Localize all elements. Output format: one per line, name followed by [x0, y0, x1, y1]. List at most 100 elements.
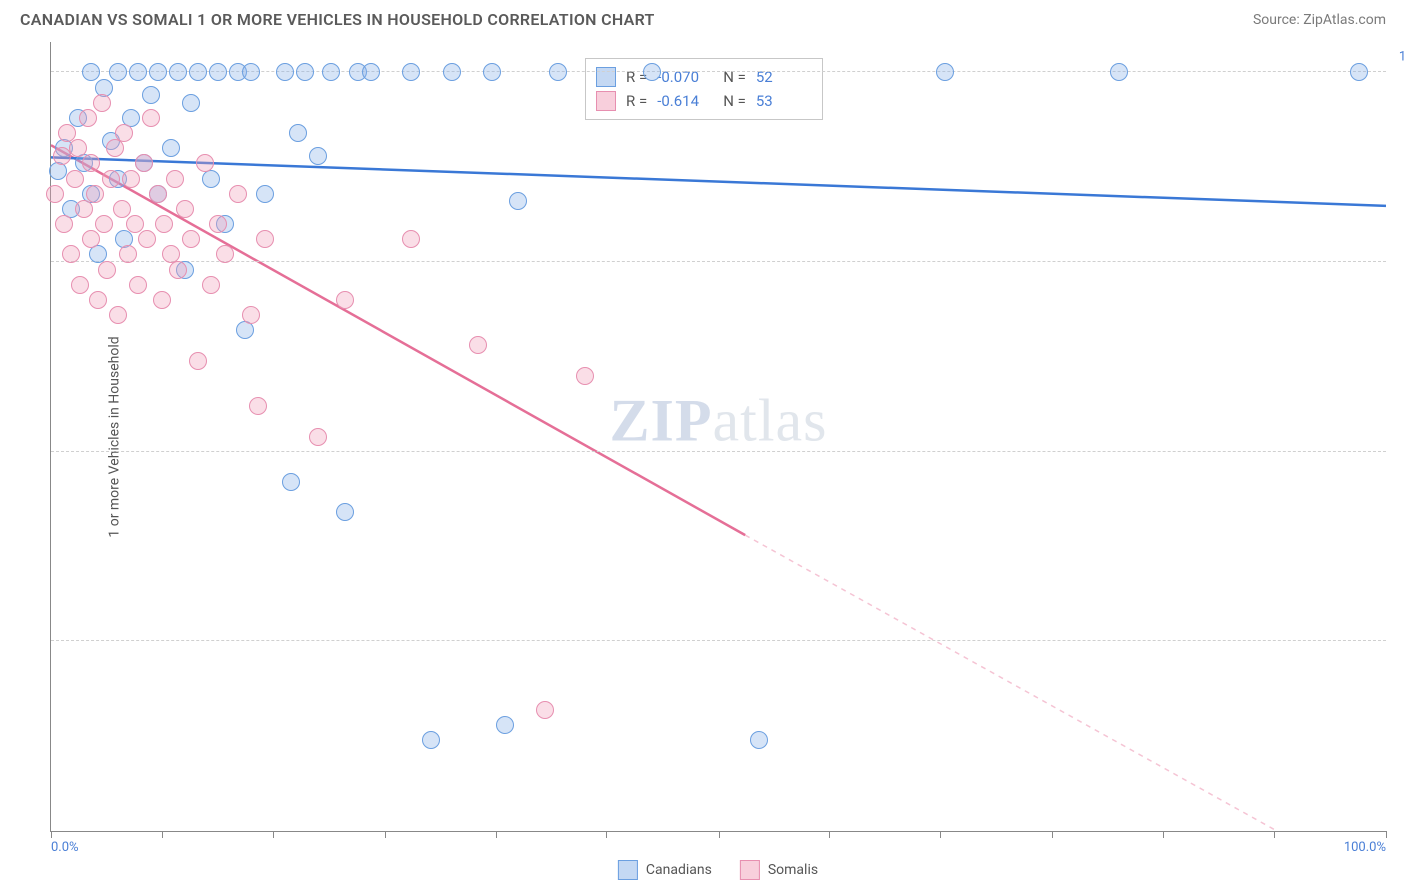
- watermark-bold: ZIP: [610, 387, 713, 453]
- data-point: [422, 731, 440, 749]
- stat-n-label: N =: [723, 65, 746, 89]
- data-point: [936, 63, 954, 81]
- data-point: [296, 63, 314, 81]
- legend-label: Canadians: [646, 862, 712, 878]
- data-point: [113, 200, 131, 218]
- y-tick-label: 100.0%: [1399, 50, 1406, 65]
- x-tick: [829, 831, 830, 838]
- legend-swatch: [740, 860, 760, 880]
- stat-n-label: N =: [723, 89, 746, 113]
- data-point: [576, 367, 594, 385]
- x-tick: [1052, 831, 1053, 838]
- legend-swatch: [618, 860, 638, 880]
- data-point: [46, 185, 64, 203]
- data-point: [82, 63, 100, 81]
- watermark: ZIPatlas: [610, 386, 828, 455]
- data-point: [102, 170, 120, 188]
- data-point: [496, 716, 514, 734]
- data-point: [82, 230, 100, 248]
- x-tick: [51, 831, 52, 838]
- data-point: [643, 63, 661, 81]
- data-point: [242, 63, 260, 81]
- data-point: [549, 63, 567, 81]
- gridline-h: [51, 640, 1386, 641]
- plot-area: ZIPatlas R =-0.070N =52R =-0.614N =53 62…: [50, 42, 1386, 832]
- data-point: [322, 63, 340, 81]
- data-point: [166, 170, 184, 188]
- data-point: [55, 215, 73, 233]
- legend-item: Somalis: [740, 860, 818, 880]
- data-point: [149, 185, 167, 203]
- data-point: [189, 352, 207, 370]
- data-point: [182, 94, 200, 112]
- stats-row: R =-0.070N =52: [596, 65, 812, 89]
- data-point: [122, 170, 140, 188]
- data-point: [249, 397, 267, 415]
- data-point: [95, 215, 113, 233]
- data-point: [289, 124, 307, 142]
- data-point: [66, 170, 84, 188]
- data-point: [49, 162, 67, 180]
- data-point: [149, 63, 167, 81]
- x-tick: [385, 831, 386, 838]
- x-tick: [273, 831, 274, 838]
- data-point: [155, 215, 173, 233]
- data-point: [153, 291, 171, 309]
- data-point: [129, 276, 147, 294]
- stat-n-value: 53: [756, 89, 812, 113]
- data-point: [509, 192, 527, 210]
- x-tick: [719, 831, 720, 838]
- stats-legend: R =-0.070N =52R =-0.614N =53: [585, 58, 823, 120]
- data-point: [119, 245, 137, 263]
- data-point: [126, 215, 144, 233]
- data-point: [162, 139, 180, 157]
- data-point: [169, 261, 187, 279]
- data-point: [71, 276, 89, 294]
- data-point: [196, 154, 214, 172]
- data-point: [1110, 63, 1128, 81]
- data-point: [129, 63, 147, 81]
- data-point: [282, 473, 300, 491]
- data-point: [169, 63, 187, 81]
- stat-n-value: 52: [756, 65, 812, 89]
- data-point: [209, 63, 227, 81]
- data-point: [443, 63, 461, 81]
- legend-swatch: [596, 91, 616, 111]
- data-point: [189, 63, 207, 81]
- chart-title: CANADIAN VS SOMALI 1 OR MORE VEHICLES IN…: [20, 10, 655, 29]
- watermark-rest: atlas: [713, 387, 828, 453]
- data-point: [209, 215, 227, 233]
- data-point: [469, 336, 487, 354]
- legend-item: Canadians: [618, 860, 712, 880]
- chart-container: 1 or more Vehicles in Household ZIPatlas…: [50, 42, 1386, 832]
- data-point: [86, 185, 104, 203]
- data-point: [256, 185, 274, 203]
- x-tick-label: 100.0%: [1344, 840, 1386, 855]
- data-point: [229, 185, 247, 203]
- stats-row: R =-0.614N =53: [596, 89, 812, 113]
- data-point: [402, 230, 420, 248]
- gridline-h: [51, 261, 1386, 262]
- x-tick: [940, 831, 941, 838]
- data-point: [176, 200, 194, 218]
- legend-swatch: [596, 67, 616, 87]
- data-point: [336, 503, 354, 521]
- trend-lines-svg: [51, 42, 1386, 831]
- data-point: [93, 94, 111, 112]
- stat-r-label: R =: [626, 89, 647, 113]
- legend-label: Somalis: [768, 862, 818, 878]
- x-tick: [496, 831, 497, 838]
- x-tick-label: 0.0%: [51, 840, 79, 855]
- data-point: [216, 245, 234, 263]
- data-point: [69, 139, 87, 157]
- data-point: [536, 701, 554, 719]
- data-point: [309, 428, 327, 446]
- data-point: [182, 230, 200, 248]
- data-point: [75, 200, 93, 218]
- data-point: [750, 731, 768, 749]
- data-point: [115, 124, 133, 142]
- data-point: [106, 139, 124, 157]
- x-tick: [162, 831, 163, 838]
- source-label: Source: ZipAtlas.com: [1253, 12, 1386, 28]
- data-point: [309, 147, 327, 165]
